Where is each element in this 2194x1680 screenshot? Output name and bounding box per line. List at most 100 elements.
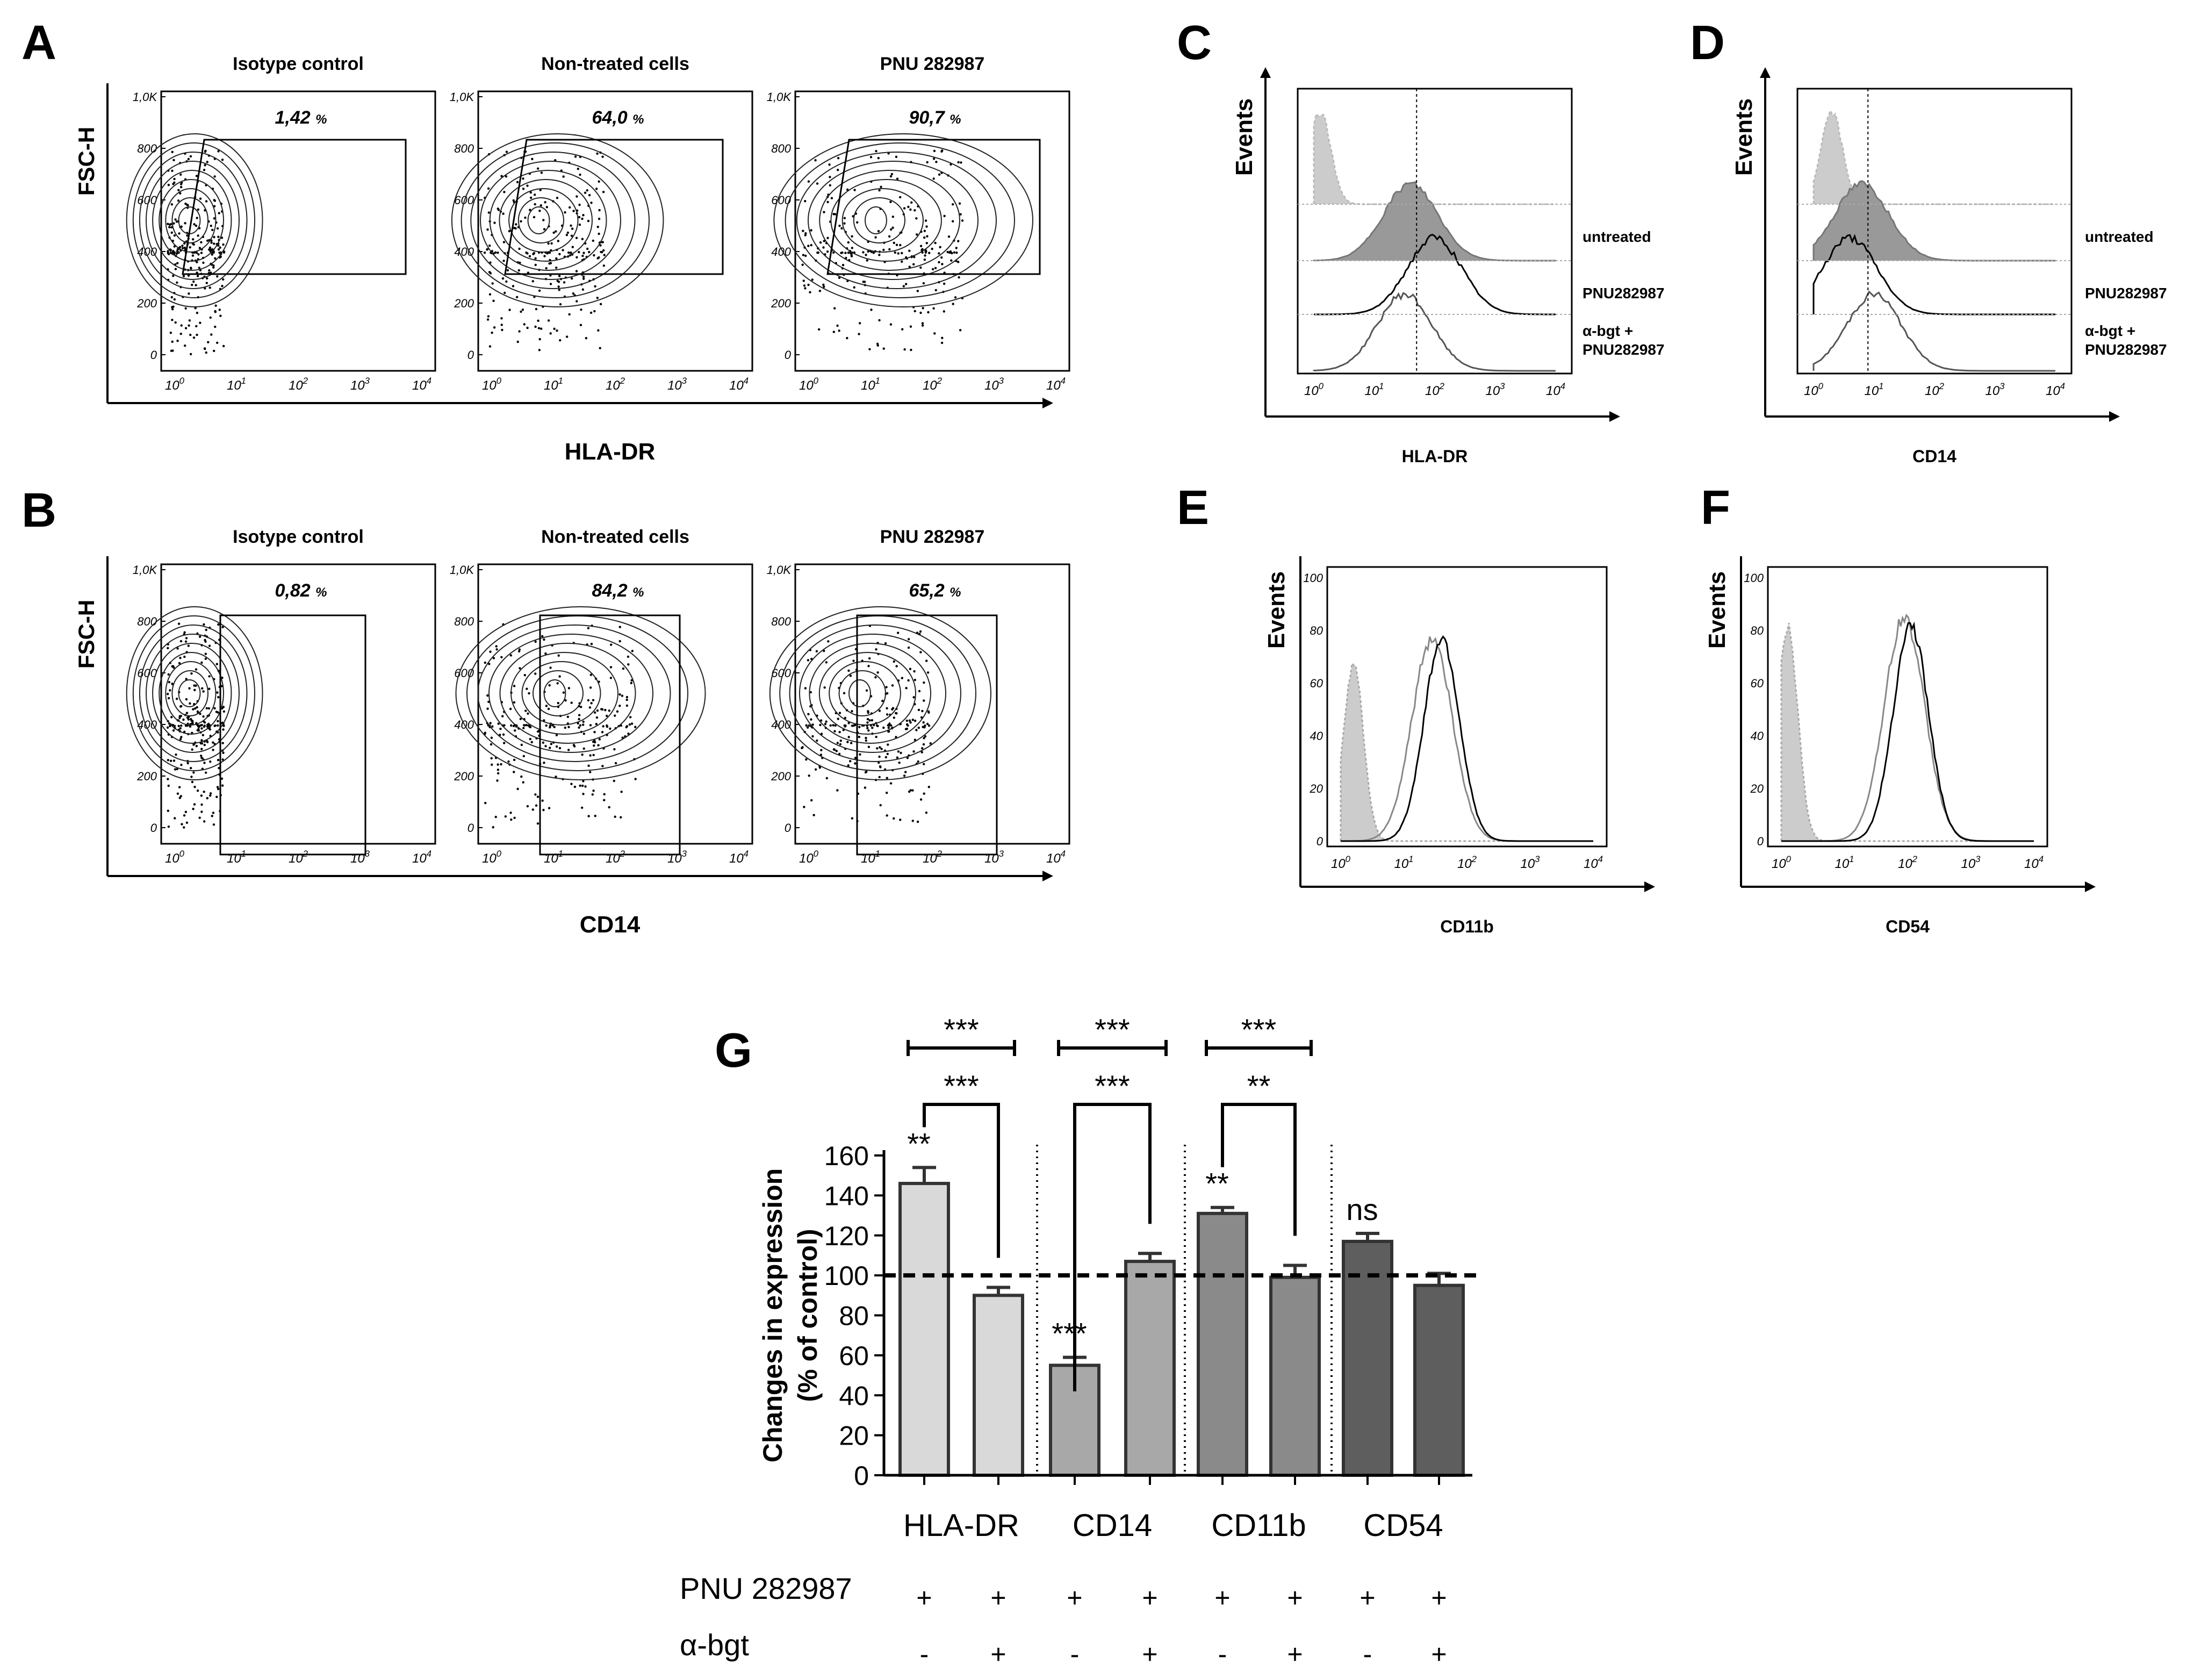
- event-dot: [177, 251, 180, 254]
- event-dot: [203, 762, 206, 764]
- event-dot: [822, 246, 825, 249]
- event-dot: [197, 208, 200, 211]
- event-dot: [838, 276, 841, 279]
- black-histogram: [1341, 635, 1593, 842]
- event-dot: [926, 161, 929, 164]
- event-dot: [630, 681, 633, 685]
- contour-line: [171, 197, 209, 243]
- event-dot: [491, 331, 493, 334]
- event-dot: [571, 227, 574, 230]
- event-dot: [558, 675, 561, 678]
- event-dot: [495, 645, 498, 648]
- event-dot: [538, 210, 541, 212]
- event-dot: [601, 241, 604, 243]
- event-dot: [841, 263, 845, 267]
- x-tick-label: 103: [667, 376, 687, 393]
- event-dot: [616, 710, 619, 713]
- event-dot: [192, 280, 195, 283]
- event-dot: [603, 793, 606, 796]
- event-dot: [167, 222, 169, 225]
- event-dot: [192, 708, 195, 710]
- event-dot: [901, 260, 903, 263]
- event-dot: [596, 709, 599, 712]
- event-dot: [174, 817, 176, 820]
- contour-line: [789, 624, 962, 762]
- y-tick-label: 1,0K: [767, 563, 792, 577]
- event-dot: [213, 235, 215, 239]
- event-dot: [217, 759, 220, 762]
- event-dot: [486, 228, 489, 231]
- event-dot: [941, 149, 944, 152]
- event-dot: [183, 730, 186, 733]
- event-dot: [812, 814, 815, 816]
- event-dot: [178, 662, 181, 665]
- event-dot: [204, 164, 206, 167]
- event-dot: [203, 820, 206, 823]
- event-dot: [174, 321, 177, 324]
- event-dot: [193, 223, 196, 226]
- event-dot: [213, 707, 216, 710]
- event-dot: [568, 206, 571, 209]
- event-dot: [953, 251, 956, 254]
- event-dot: [588, 771, 592, 773]
- event-dot: [215, 710, 218, 713]
- event-dot: [167, 778, 169, 780]
- event-dot: [204, 640, 207, 643]
- event-dot: [836, 789, 839, 792]
- event-dot: [184, 327, 188, 329]
- event-dot: [923, 259, 926, 261]
- event-dot: [878, 755, 881, 758]
- y-tick-label: 1,0K: [133, 563, 158, 577]
- event-dot: [513, 771, 515, 773]
- event-dot: [221, 159, 224, 161]
- event-dot: [957, 261, 960, 263]
- event-dot: [896, 631, 900, 634]
- event-dot: [493, 221, 496, 224]
- event-dot: [618, 705, 621, 707]
- event-dot: [824, 722, 827, 726]
- event-dot: [840, 227, 843, 230]
- event-dot: [913, 720, 917, 722]
- event-dot: [186, 762, 189, 765]
- event-dot: [578, 223, 581, 226]
- event-dot: [518, 330, 521, 333]
- event-dot: [566, 231, 570, 234]
- subplot-title: PNU 282987: [880, 54, 985, 74]
- event-dot: [167, 825, 170, 828]
- event-dot: [200, 748, 203, 750]
- event-dot: [555, 266, 558, 269]
- event-dot: [832, 251, 835, 254]
- event-dot: [176, 339, 179, 342]
- event-dot: [484, 801, 487, 805]
- event-dot: [567, 251, 570, 254]
- x-tick-label: 103: [1961, 854, 1981, 871]
- event-dot: [558, 253, 561, 255]
- event-dot: [176, 281, 178, 284]
- event-dot: [494, 251, 497, 254]
- event-dot: [169, 332, 172, 334]
- event-dot: [634, 778, 637, 780]
- event-dot: [192, 336, 196, 339]
- event-dot: [210, 333, 213, 336]
- event-dot: [487, 315, 490, 318]
- event-dot: [505, 175, 508, 178]
- event-dot: [578, 250, 580, 254]
- event-dot: [503, 191, 506, 193]
- event-dot: [194, 307, 197, 310]
- panel-d: 100 101 102 103 104 Events CD14 untreated PNU282…: [1731, 67, 2167, 466]
- event-dot: [543, 638, 545, 641]
- event-dot: [889, 323, 893, 326]
- y-tick-label: 200: [136, 770, 157, 783]
- event-dot: [542, 808, 545, 812]
- event-dot: [547, 319, 550, 322]
- event-dot: [829, 176, 831, 178]
- x-tick-label: 104: [412, 376, 431, 393]
- event-dot: [222, 710, 226, 713]
- event-dot: [829, 184, 831, 186]
- event-dot: [222, 751, 225, 754]
- event-dot: [904, 283, 908, 285]
- event-dot: [178, 716, 181, 720]
- treatment-sign: +: [990, 1583, 1006, 1613]
- event-dot: [809, 291, 811, 294]
